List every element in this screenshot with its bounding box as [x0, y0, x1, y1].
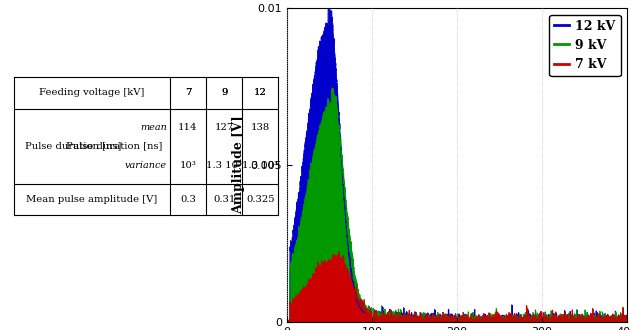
- Text: 0.31: 0.31: [213, 195, 235, 204]
- Text: 12: 12: [254, 88, 266, 97]
- Text: variance: variance: [125, 160, 167, 170]
- Text: 127: 127: [214, 123, 234, 132]
- Text: Feeding voltage [kV]: Feeding voltage [kV]: [40, 88, 145, 97]
- Text: 10³: 10³: [180, 160, 197, 170]
- Text: 1.3 10³: 1.3 10³: [242, 160, 278, 170]
- Y-axis label: Amplitude [V]: Amplitude [V]: [232, 115, 245, 214]
- Text: Pulse duration [ns]: Pulse duration [ns]: [25, 142, 122, 151]
- Text: 114: 114: [178, 123, 198, 132]
- Text: mean: mean: [140, 123, 167, 132]
- Text: 138: 138: [251, 123, 270, 132]
- Text: 0.325: 0.325: [246, 195, 275, 204]
- Text: 9: 9: [221, 88, 227, 97]
- Legend: 12 kV, 9 kV, 7 kV: 12 kV, 9 kV, 7 kV: [549, 15, 621, 76]
- Text: 9: 9: [221, 88, 227, 97]
- Text: 7: 7: [185, 88, 191, 97]
- Text: 0.3: 0.3: [180, 195, 196, 204]
- Text: Pulse duration [ns]: Pulse duration [ns]: [66, 142, 163, 151]
- Text: 1.3 10³: 1.3 10³: [206, 160, 242, 170]
- Text: 7: 7: [185, 88, 191, 97]
- Text: 12: 12: [254, 88, 266, 97]
- Text: Mean pulse amplitude [V]: Mean pulse amplitude [V]: [26, 195, 158, 204]
